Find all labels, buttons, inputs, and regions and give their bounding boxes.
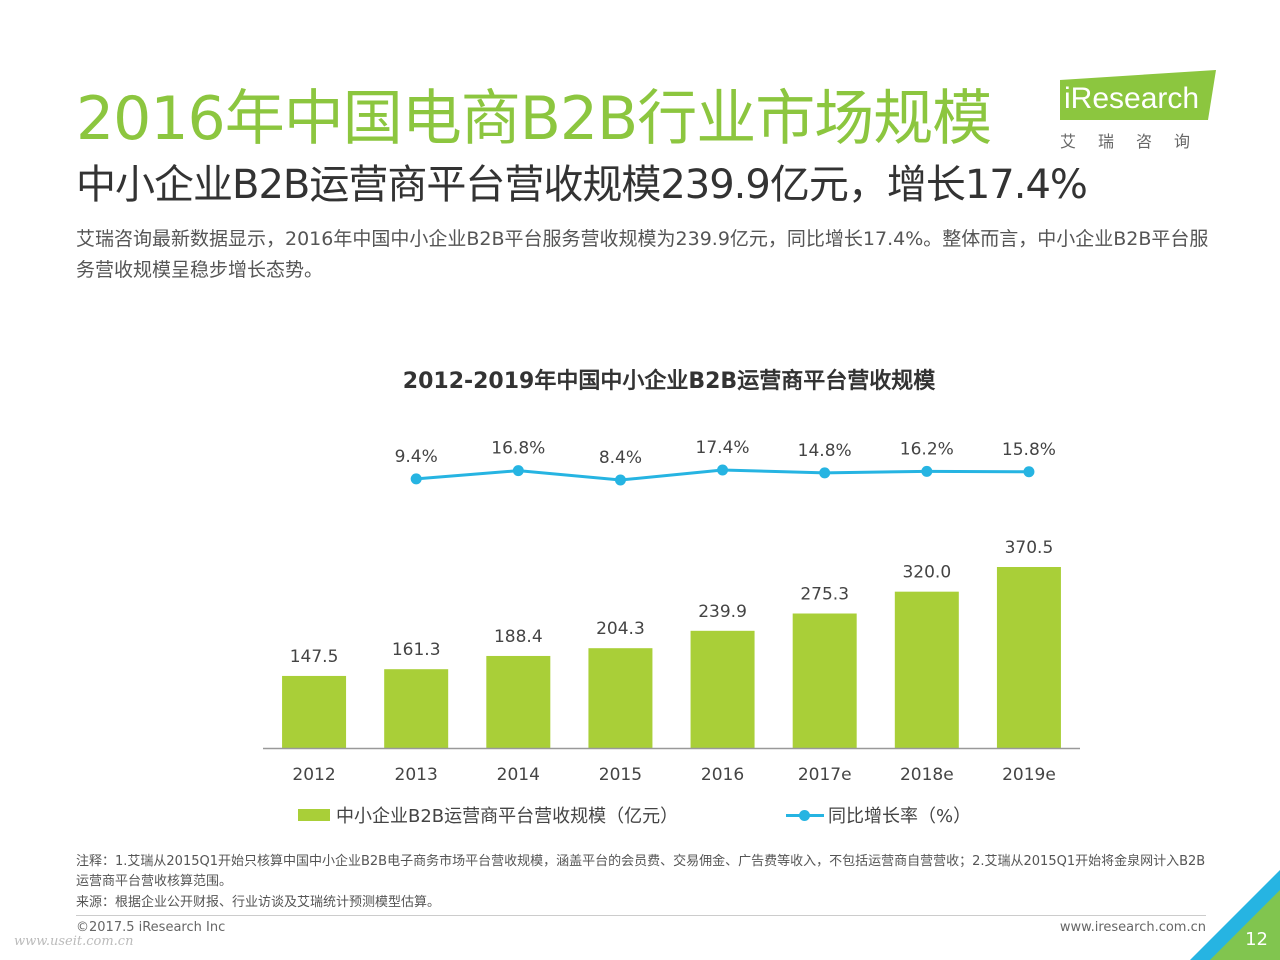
growth-label-2014: 16.8% xyxy=(491,439,545,459)
bar-label-2017e: 275.3 xyxy=(800,585,849,605)
bar-2019e xyxy=(996,567,1061,748)
legend-line-swatch xyxy=(786,809,824,821)
website-link[interactable]: www.iresearch.com.cn xyxy=(1059,920,1206,935)
x-tick-2012: 2012 xyxy=(292,765,335,785)
corner-decoration xyxy=(1190,870,1280,960)
chart-note: 注释：1.艾瑞从2015Q1开始只核算中国中小企业B2B电子商务市场平台营收规模… xyxy=(76,854,1206,889)
legend-line-label: 同比增长率（%） xyxy=(828,806,972,827)
growth-label-2018e: 16.2% xyxy=(900,439,954,459)
growth-point-2015 xyxy=(614,474,626,486)
description-text: 艾瑞咨询最新数据显示，2016年中国中小企业B2B平台服务营收规模为239.9亿… xyxy=(76,228,1209,281)
bar-label-2016: 239.9 xyxy=(698,602,747,622)
page-title: 2016年中国电商B2B行业市场规模 xyxy=(76,84,992,154)
growth-label-2017e: 14.8% xyxy=(798,441,852,461)
bar-label-2019e: 370.5 xyxy=(1005,538,1054,558)
growth-point-2018e xyxy=(921,465,933,477)
bar-label-2018e: 320.0 xyxy=(902,563,951,583)
x-tick-2016: 2016 xyxy=(701,765,744,785)
bar-2018e xyxy=(894,591,959,748)
bar-label-2014: 188.4 xyxy=(494,627,543,647)
chart-title: 2012-2019年中国中小企业B2B运营商平台营收规模 xyxy=(403,368,936,394)
revenue-chart: 2012-2019年中国中小企业B2B运营商平台营收规模 147.5 161.3 18… xyxy=(263,368,1080,785)
watermark: www.useit.com.cn xyxy=(14,934,134,949)
bar-2014 xyxy=(486,655,551,748)
footer-divider xyxy=(76,915,1206,916)
bar-2013 xyxy=(384,669,449,748)
bar-label-2013: 161.3 xyxy=(392,640,441,660)
growth-point-2014 xyxy=(512,465,524,477)
growth-label-2016: 17.4% xyxy=(696,438,750,458)
legend-bar-label: 中小企业B2B运营商平台营收规模（亿元） xyxy=(336,806,679,827)
growth-point-2016 xyxy=(717,464,729,476)
x-tick-2018e: 2018e xyxy=(900,765,954,785)
iresearch-logo: iResearch xyxy=(1060,70,1216,120)
bar-2017e xyxy=(792,613,857,748)
legend-bar-swatch xyxy=(298,809,330,821)
x-tick-2017e: 2017e xyxy=(798,765,852,785)
chart-source: 来源：根据企业公开财报、行业访谈及艾瑞统计预测模型估算。 xyxy=(76,895,441,910)
x-tick-2014: 2014 xyxy=(497,765,540,785)
x-tick-2019e: 2019e xyxy=(1002,765,1056,785)
legend-bar: 中小企业B2B运营商平台营收规模（亿元） xyxy=(298,802,678,828)
page-number: 12 xyxy=(1245,929,1268,950)
legend-line: 同比增长率（%） xyxy=(786,802,971,828)
bar-2016 xyxy=(690,630,755,748)
growth-point-2013 xyxy=(410,473,422,485)
copyright: ©2017.5 iResearch Inc xyxy=(76,920,226,935)
growth-point-2017e xyxy=(819,467,831,479)
x-tick-2013: 2013 xyxy=(395,765,438,785)
growth-point-2019e xyxy=(1023,466,1035,478)
svg-text:iResearch: iResearch xyxy=(1064,82,1199,115)
bar-label-2015: 204.3 xyxy=(596,619,645,639)
page-subtitle: 中小企业B2B运营商平台营收规模239.9亿元，增长17.4% xyxy=(76,162,1088,208)
growth-label-2015: 8.4% xyxy=(599,448,642,468)
bar-2012 xyxy=(282,675,347,748)
bar-label-2012: 147.5 xyxy=(290,647,339,667)
bar-2015 xyxy=(588,648,653,748)
growth-label-2013: 9.4% xyxy=(395,447,438,467)
logo-cn-text: 艾瑞咨询 xyxy=(1060,132,1213,151)
x-tick-2015: 2015 xyxy=(599,765,642,785)
growth-label-2019e: 15.8% xyxy=(1002,440,1056,460)
